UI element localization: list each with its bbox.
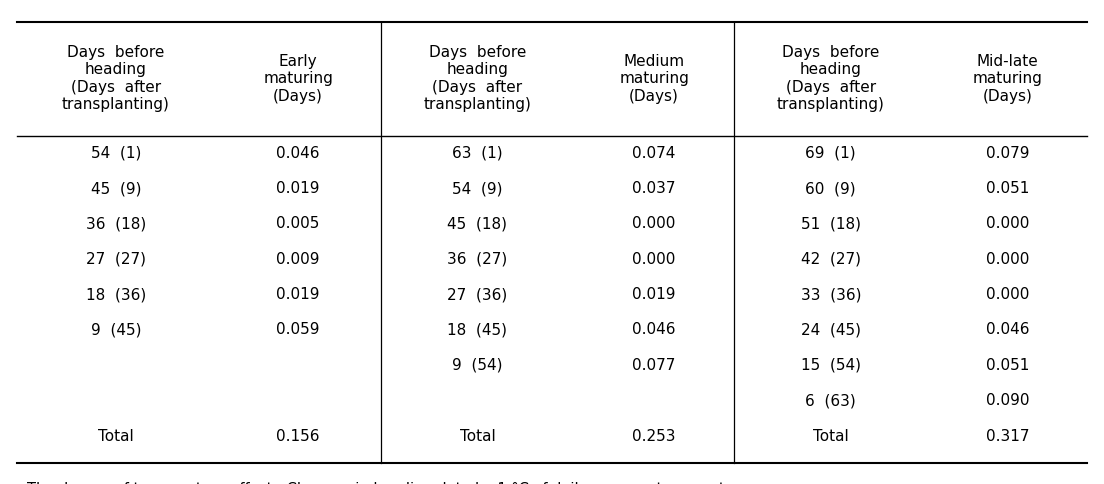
- Text: 0.051: 0.051: [986, 358, 1029, 373]
- Text: 0.077: 0.077: [633, 358, 676, 373]
- Text: 27  (36): 27 (36): [447, 287, 508, 302]
- Text: 0.000: 0.000: [633, 252, 676, 267]
- Text: 0.046: 0.046: [633, 322, 676, 337]
- Text: 0.046: 0.046: [276, 146, 320, 161]
- Text: 15  (54): 15 (54): [800, 358, 861, 373]
- Text: Days  before
heading
(Days  after
transplanting): Days before heading (Days after transpla…: [777, 45, 884, 112]
- Text: Days  before
heading
(Days  after
transplanting): Days before heading (Days after transpla…: [424, 45, 531, 112]
- Text: 6  (63): 6 (63): [806, 393, 856, 408]
- Text: 0.000: 0.000: [633, 216, 676, 231]
- Text: 0.037: 0.037: [633, 181, 676, 196]
- Text: 18  (45): 18 (45): [447, 322, 508, 337]
- Text: Mid-late
maturing
(Days): Mid-late maturing (Days): [973, 54, 1042, 104]
- Text: 0.046: 0.046: [986, 322, 1029, 337]
- Text: 9  (45): 9 (45): [91, 322, 141, 337]
- Text: Total: Total: [459, 429, 496, 444]
- Text: 0.074: 0.074: [633, 146, 676, 161]
- Text: 51  (18): 51 (18): [800, 216, 861, 231]
- Text: Days  before
heading
(Days  after
transplanting): Days before heading (Days after transpla…: [62, 45, 170, 112]
- Text: 63  (1): 63 (1): [453, 146, 502, 161]
- Text: 9  (54): 9 (54): [453, 358, 502, 373]
- Text: 36  (18): 36 (18): [86, 216, 146, 231]
- Text: 69  (1): 69 (1): [806, 146, 856, 161]
- Text: 42  (27): 42 (27): [800, 252, 861, 267]
- Text: 54  (1): 54 (1): [91, 146, 141, 161]
- Text: 33  (36): 33 (36): [800, 287, 861, 302]
- Text: - The degree of temperature effect : Changes in heading date by 1 °C of daily av: - The degree of temperature effect : Cha…: [17, 482, 749, 484]
- Text: Total: Total: [813, 429, 849, 444]
- Text: 0.019: 0.019: [276, 181, 320, 196]
- Text: 0.079: 0.079: [986, 146, 1029, 161]
- Text: 45  (18): 45 (18): [447, 216, 508, 231]
- Text: 0.317: 0.317: [986, 429, 1029, 444]
- Text: 0.156: 0.156: [276, 429, 320, 444]
- Text: 0.009: 0.009: [276, 252, 320, 267]
- Text: 0.000: 0.000: [986, 287, 1029, 302]
- Text: 0.051: 0.051: [986, 181, 1029, 196]
- Text: 36  (27): 36 (27): [447, 252, 508, 267]
- Text: 18  (36): 18 (36): [86, 287, 146, 302]
- Text: 0.019: 0.019: [633, 287, 676, 302]
- Text: 0.000: 0.000: [986, 216, 1029, 231]
- Text: Total: Total: [98, 429, 134, 444]
- Text: 24  (45): 24 (45): [800, 322, 861, 337]
- Text: 54  (9): 54 (9): [453, 181, 502, 196]
- Text: Early
maturing
(Days): Early maturing (Days): [263, 54, 333, 104]
- Text: 45  (9): 45 (9): [91, 181, 141, 196]
- Text: 0.019: 0.019: [276, 287, 320, 302]
- Text: 27  (27): 27 (27): [86, 252, 146, 267]
- Text: Medium
maturing
(Days): Medium maturing (Days): [619, 54, 689, 104]
- Text: 0.059: 0.059: [276, 322, 320, 337]
- Text: 60  (9): 60 (9): [806, 181, 856, 196]
- Text: 0.005: 0.005: [276, 216, 320, 231]
- Text: 0.090: 0.090: [986, 393, 1029, 408]
- Text: 0.253: 0.253: [633, 429, 676, 444]
- Text: 0.000: 0.000: [986, 252, 1029, 267]
